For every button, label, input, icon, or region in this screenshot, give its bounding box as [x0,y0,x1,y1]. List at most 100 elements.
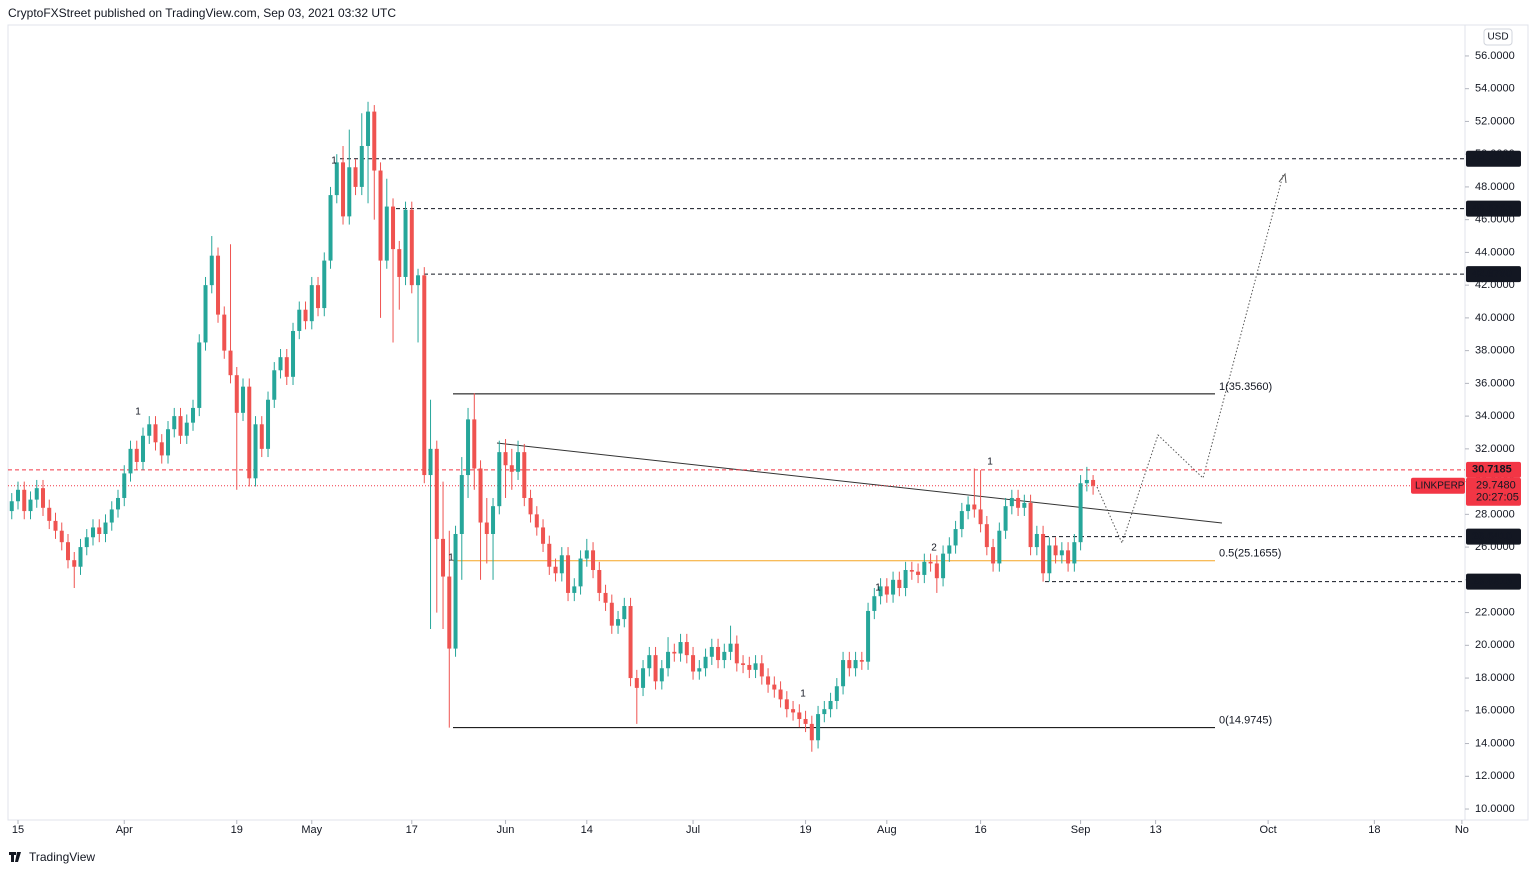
candle-body [459,475,464,534]
candle-body [128,448,133,474]
candle-body [634,678,639,688]
candle-body [53,520,58,531]
fib-label: 1(35.3560) [1219,381,1272,393]
candle-body [709,646,714,657]
candle-body [466,419,471,476]
y-tick-label: 56.0000 [1475,50,1515,62]
y-tick-label: 54.0000 [1475,83,1515,95]
candle-body [353,167,358,187]
y-tick-label: 20.0000 [1475,639,1515,651]
candle-body [653,655,658,682]
candle-body [47,507,52,521]
candle-body [1016,497,1021,508]
candle-body [22,489,27,512]
currency-button[interactable] [1483,28,1513,46]
y-tick-label: 44.0000 [1475,246,1515,258]
candle-body [78,547,83,567]
candle-body [266,399,271,449]
candle-body [378,170,383,261]
candle-body [409,209,414,286]
y-tick-label: 52.0000 [1475,115,1515,127]
candle-body [528,497,533,515]
candle-body [991,547,996,564]
candle-body [534,514,539,528]
candle-body [166,429,171,456]
candle-body [209,255,214,286]
x-tick-label: 13 [1149,824,1161,836]
candle-body [403,209,408,277]
candle-body [759,663,764,677]
level-label: 26.6410 [1472,530,1512,542]
candle-body [641,668,646,688]
candle-body [572,586,577,593]
symbol-label: LINKPERP [1415,480,1465,491]
candle-body [34,488,39,500]
candle-body [416,275,421,286]
resistance-label: 30.7185 [1472,464,1512,476]
candle-body [609,602,614,626]
x-tick-label: Oct [1260,824,1277,836]
candle-body [841,660,846,687]
candle-body [909,570,914,572]
candle-body [484,522,489,534]
candle-body [728,643,733,652]
candle-body [566,555,571,593]
candle-body [716,646,721,661]
candle-body [341,162,346,217]
x-tick-label: 15 [12,824,24,836]
candle-body [659,668,664,682]
candle-body [441,538,446,577]
candle-body [59,530,64,543]
candle-body [309,285,314,322]
candle-body [191,407,196,423]
x-tick-label: 16 [974,824,986,836]
candle-body [891,579,896,595]
candle-body [866,610,871,662]
candle-body [153,424,158,443]
y-tick-label: 32.0000 [1475,443,1515,455]
candle-body [603,592,608,603]
candle-body [859,660,864,662]
candle-body [72,560,77,567]
candle-body [428,448,433,476]
candle-body [1009,497,1014,507]
symbol-badge [1411,477,1465,494]
candle-body [1084,479,1089,484]
td-mark: 1 [135,407,141,418]
candle-body [141,435,146,462]
candle-body [516,452,521,472]
x-tick-label: 14 [581,824,593,836]
y-tick-label: 38.0000 [1475,345,1515,357]
candle-body [247,386,252,479]
candle-body [328,195,333,261]
logo-icon [9,852,21,862]
candle-body [1078,483,1083,543]
candle-body [366,111,371,146]
y-tick-label: 40.0000 [1475,312,1515,324]
level-label: 42.6760 [1472,268,1512,280]
candle-body [372,111,377,171]
candle-body [922,561,927,575]
candle-body [91,527,96,538]
candle-body [234,375,239,413]
candle-body [878,586,883,597]
candle-body [816,714,821,741]
countdown: 20:27:05 [1476,492,1519,504]
candle-body [284,357,289,377]
candle-body [747,664,752,670]
candle-body [934,563,939,579]
candle-body [753,663,758,670]
candle-body [584,550,589,559]
candle-body [591,550,596,571]
candle-body [1003,506,1008,531]
candle-body [803,718,808,724]
fib-label: 0.5(25.1655) [1219,548,1281,560]
candle-body [978,509,983,525]
candle-body [509,465,514,472]
candle-body [28,499,33,512]
candle-body [547,543,552,567]
currency[interactable]: USD [1487,32,1508,43]
level-label: 46.6765 [1472,202,1512,214]
